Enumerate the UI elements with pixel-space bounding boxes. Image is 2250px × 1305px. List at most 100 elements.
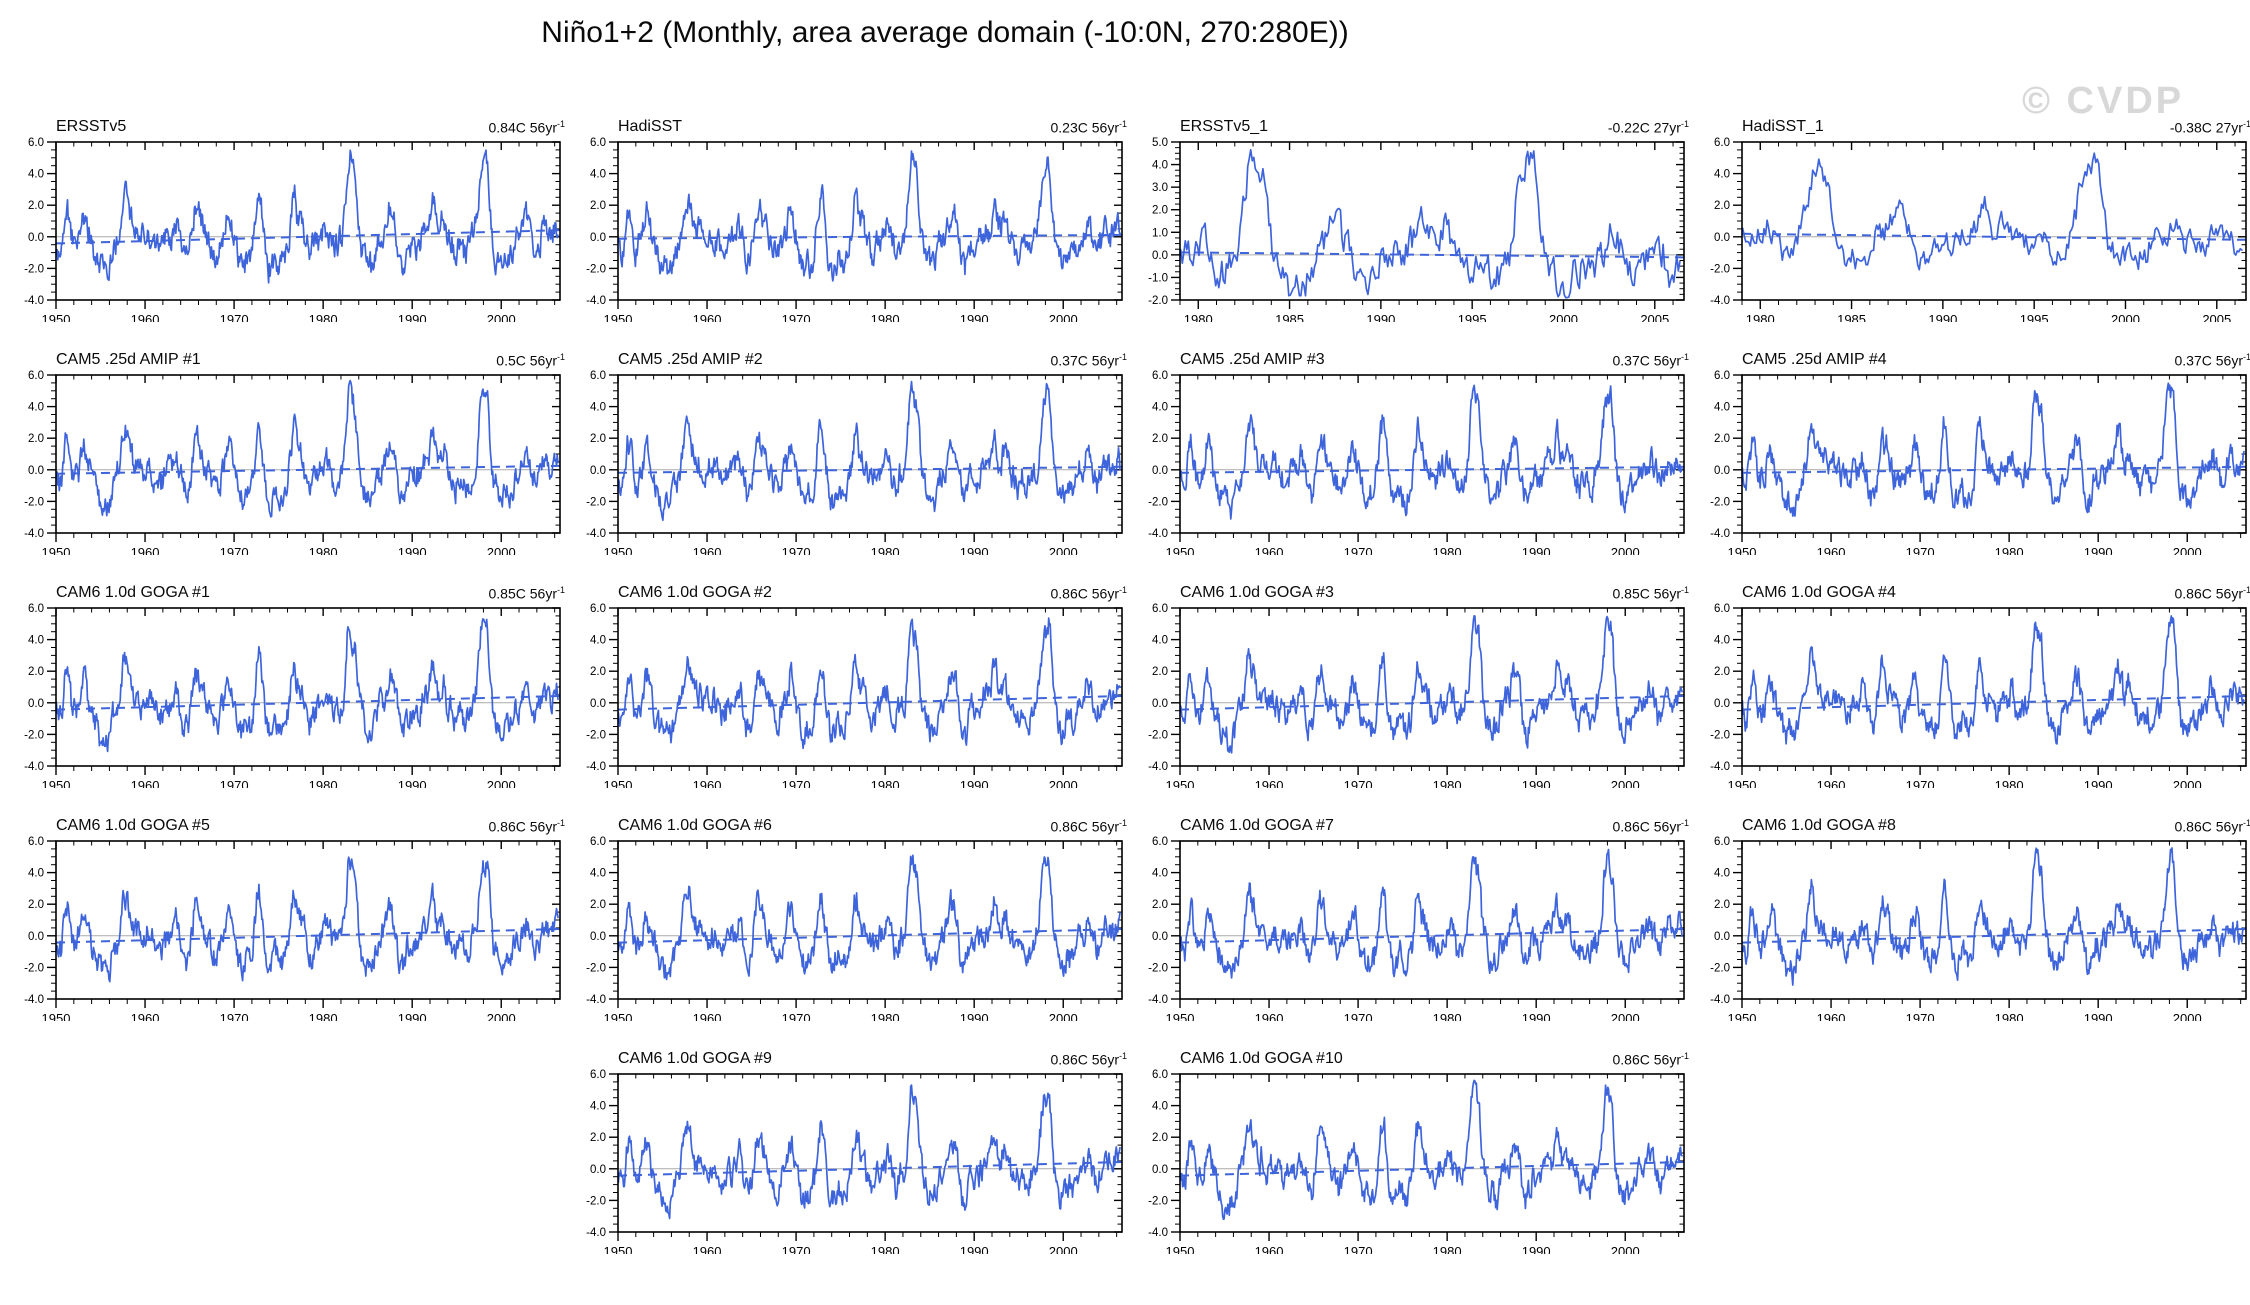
y-tick-label: 0.0 xyxy=(1152,698,1168,710)
x-tick-label: 1960 xyxy=(693,778,722,788)
chart-title: CAM5 .25d AMIP #2 xyxy=(618,351,763,368)
y-tick-label: 2.0 xyxy=(28,433,44,445)
y-tick-label: 4.0 xyxy=(28,169,44,181)
y-tick-label: 5.0 xyxy=(1152,137,1168,149)
plot-frame xyxy=(617,1073,1123,1233)
x-tick-label: 2000 xyxy=(1049,778,1078,788)
y-tick-label: 1.0 xyxy=(1152,227,1168,239)
x-tick-label: 1960 xyxy=(1817,1011,1846,1021)
x-tick-label: 1960 xyxy=(1255,1011,1284,1021)
x-tick-label: 1960 xyxy=(1817,545,1846,555)
x-tick-label: 2000 xyxy=(1049,1011,1078,1021)
chart-title: CAM6 1.0d GOGA #5 xyxy=(56,817,210,834)
trend-label: 0.86C 56yr-1 xyxy=(1612,1051,1690,1068)
y-tick-label: 0.0 xyxy=(590,1164,606,1176)
trend-dashed-line xyxy=(1179,695,1685,711)
y-tick-label: 4.0 xyxy=(28,402,44,414)
y-tick-label: 6.0 xyxy=(590,1069,606,1081)
x-tick-label: 2000 xyxy=(487,1011,516,1021)
trend-label: 0.86C 56yr-1 xyxy=(488,818,566,835)
x-tick-label: 1970 xyxy=(1344,1244,1373,1254)
y-tick-label: 4.0 xyxy=(1152,1101,1168,1113)
x-tick-label: 2000 xyxy=(1611,1011,1640,1021)
x-tick-label: 1950 xyxy=(604,312,633,322)
chart-title: CAM5 .25d AMIP #1 xyxy=(56,351,201,368)
trend-label: 0.84C 56yr-1 xyxy=(488,119,566,136)
x-tick-label: 1970 xyxy=(1906,778,1935,788)
chart-header: CAM5 .25d AMIP #4 0.37C 56yr-1 xyxy=(1696,345,2250,369)
y-tick-label: 2.0 xyxy=(590,899,606,911)
x-tick-label: 1990 xyxy=(960,312,989,322)
y-tick-label: 6.0 xyxy=(1152,836,1168,848)
plot-frame xyxy=(1179,141,1685,301)
chart-header: ERSSTv5_1 -0.22C 27yr-1 xyxy=(1134,112,1696,136)
trend-label: 0.86C 56yr-1 xyxy=(1612,818,1690,835)
y-tick-label: -4.0 xyxy=(1148,761,1168,773)
y-tick-label: 2.0 xyxy=(1714,200,1730,212)
timeseries-plot: -2.0 -1.0 0.0 1.0 2.0 3.0 4.0 5.0 1980 1985 1990 19… xyxy=(1148,137,1685,327)
x-tick-label: 2000 xyxy=(487,778,516,788)
y-tick-label: 6.0 xyxy=(1714,836,1730,848)
y-tick-label: 4.0 xyxy=(590,169,606,181)
x-tick-label: 1950 xyxy=(604,778,633,788)
chart-panel: CAM6 1.0d GOGA #8 0.86C 56yr-1 -4.0 -2.0 0.0… xyxy=(1696,811,2250,1037)
x-tick-label: 2000 xyxy=(2173,545,2202,555)
x-tick-label: 1950 xyxy=(1166,778,1195,788)
plot-frame xyxy=(617,607,1123,767)
y-tick-label: -4.0 xyxy=(1148,1227,1168,1239)
y-tick-label: -2.0 xyxy=(586,263,606,275)
x-tick-label: 1985 xyxy=(1837,312,1866,322)
y-tick-label: -2.0 xyxy=(24,496,44,508)
chart-panel: CAM5 .25d AMIP #4 0.37C 56yr-1 -4.0 -2.0 0.0… xyxy=(1696,345,2250,571)
y-tick-label: 0.0 xyxy=(1714,931,1730,943)
y-tick-label: 4.0 xyxy=(1152,402,1168,414)
chart-panel: CAM5 .25d AMIP #3 0.37C 56yr-1 -4.0 -2.0 0.0… xyxy=(1134,345,1696,571)
y-tick-label: 0.0 xyxy=(590,698,606,710)
plot-frame xyxy=(55,141,561,301)
x-tick-label: 1990 xyxy=(398,312,427,322)
y-tick-label: 6.0 xyxy=(1714,370,1730,382)
y-tick-label: 0.0 xyxy=(1152,465,1168,477)
anomaly-series-line xyxy=(1179,384,1683,520)
y-tick-label: -4.0 xyxy=(586,528,606,540)
y-tick-label: 2.0 xyxy=(28,666,44,678)
timeseries-plot: -4.0 -2.0 0.0 2.0 4.0 6.0 1950 1960 1970 1980 1990… xyxy=(1148,1069,1685,1259)
x-tick-label: 1990 xyxy=(1522,778,1551,788)
y-tick-label: 2.0 xyxy=(590,433,606,445)
trend-label: 0.85C 56yr-1 xyxy=(1612,585,1690,602)
chart-header: HadiSST_1 -0.38C 27yr-1 xyxy=(1696,112,2250,136)
x-tick-label: 2000 xyxy=(487,312,516,322)
y-tick-label: -2.0 xyxy=(1710,962,1730,974)
x-tick-label: 1960 xyxy=(131,1011,160,1021)
plot-frame xyxy=(1179,374,1685,534)
timeseries-plot: -4.0 -2.0 0.0 2.0 4.0 6.0 1950 1960 1970 1980 1990… xyxy=(586,836,1123,1026)
chart-header: CAM6 1.0d GOGA #2 0.86C 56yr-1 xyxy=(572,578,1134,602)
x-tick-label: 1990 xyxy=(2084,778,2113,788)
anomaly-series-line xyxy=(617,150,1121,282)
y-tick-label: 6.0 xyxy=(590,370,606,382)
chart-header: CAM6 1.0d GOGA #10 0.86C 56yr-1 xyxy=(1134,1044,1696,1068)
chart-header: CAM6 1.0d GOGA #6 0.86C 56yr-1 xyxy=(572,811,1134,835)
y-tick-label: 4.0 xyxy=(28,635,44,647)
anomaly-series-line xyxy=(1741,152,2243,271)
x-tick-label: 1950 xyxy=(1166,545,1195,555)
y-tick-label: -4.0 xyxy=(586,1227,606,1239)
trend-label: 0.85C 56yr-1 xyxy=(488,585,566,602)
anomaly-series-line xyxy=(1179,148,1681,299)
x-tick-label: 1950 xyxy=(42,545,71,555)
x-tick-label: 1960 xyxy=(693,1011,722,1021)
y-tick-label: 2.0 xyxy=(1152,433,1168,445)
anomaly-series-line xyxy=(55,379,559,518)
anomaly-series-line xyxy=(617,617,1121,750)
y-tick-label: 3.0 xyxy=(1152,182,1168,194)
x-tick-label: 1980 xyxy=(1746,312,1775,322)
x-tick-label: 1980 xyxy=(309,1011,338,1021)
timeseries-plot: -4.0 -2.0 0.0 2.0 4.0 6.0 1950 1960 1970 1980 1990… xyxy=(24,836,561,1026)
x-tick-label: 1970 xyxy=(220,545,249,555)
y-tick-label: -2.0 xyxy=(24,263,44,275)
y-tick-label: 0.0 xyxy=(590,465,606,477)
timeseries-plot: -4.0 -2.0 0.0 2.0 4.0 6.0 1950 1960 1970 1980 1990… xyxy=(1148,370,1685,560)
y-tick-label: 6.0 xyxy=(28,370,44,382)
x-tick-label: 2005 xyxy=(2202,312,2231,322)
trend-label: -0.22C 27yr-1 xyxy=(1607,119,1689,136)
